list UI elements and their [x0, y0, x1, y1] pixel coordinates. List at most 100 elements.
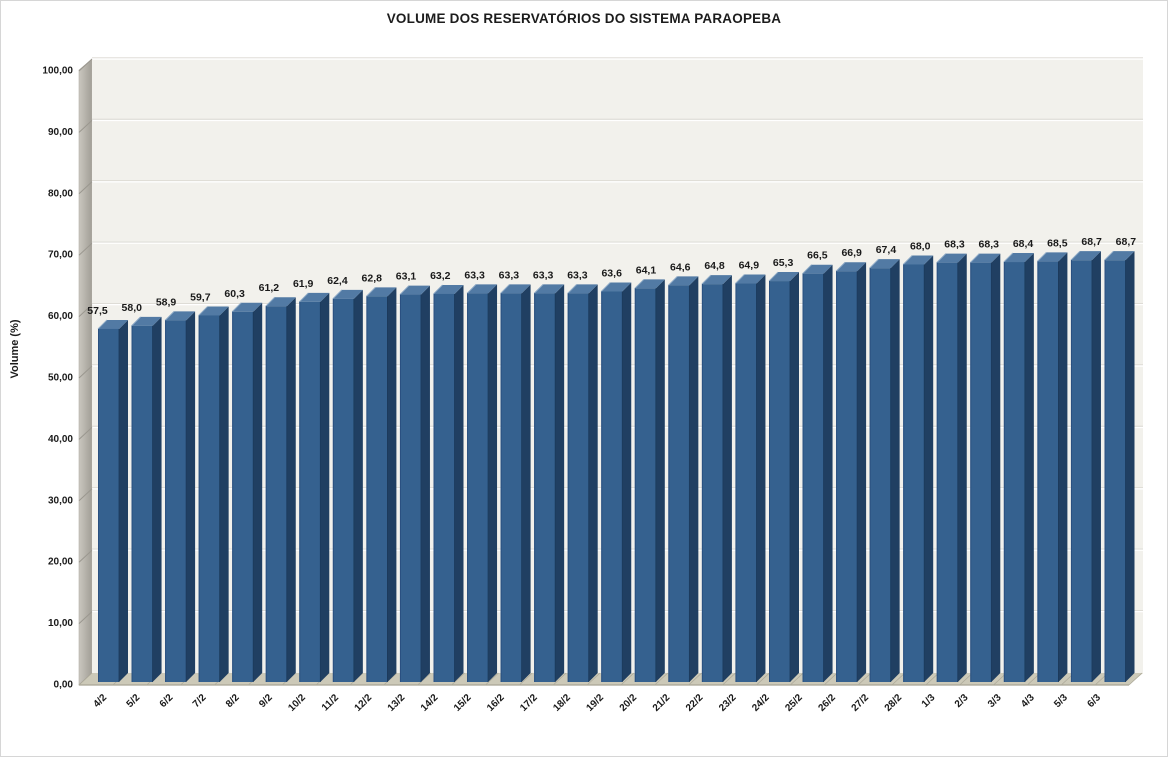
- bar-front-face: [668, 285, 690, 682]
- bar-front-face: [567, 293, 589, 682]
- bar-value-label: 63,3: [464, 269, 485, 281]
- bar-front-face: [802, 273, 824, 682]
- x-axis-tick: [925, 672, 940, 686]
- x-axis-tick: [722, 672, 736, 686]
- bar-side-face: [655, 279, 665, 682]
- bar-top-highlight: [835, 261, 846, 272]
- x-axis-tick-label: 11/2: [320, 692, 341, 713]
- bar-top-face: [131, 316, 162, 326]
- bar-top-face: [1104, 251, 1135, 261]
- bar: [164, 311, 196, 682]
- x-axis-tick-label: 1/3: [920, 692, 938, 710]
- bar-side-face: [756, 274, 766, 682]
- bar-side-face: [119, 319, 128, 682]
- bar-value-label: 63,1: [396, 271, 417, 283]
- bar: [500, 283, 531, 682]
- bar-front-face: [769, 281, 790, 682]
- bar-front-face: [299, 301, 321, 682]
- bar: [366, 287, 397, 682]
- bar-side-face: [1024, 253, 1034, 683]
- bar: [198, 306, 229, 682]
- bar-top-highlight: [366, 287, 376, 297]
- bar-value-label: 62,8: [362, 272, 383, 284]
- bar-front-face: [836, 271, 858, 682]
- x-axis-tick-label: 6/2: [158, 692, 176, 710]
- bar-top-highlight: [701, 274, 712, 285]
- x-axis-tick-label: 12/2: [353, 692, 375, 714]
- bar-value-label: 64,6: [670, 261, 691, 273]
- bar-top-face: [735, 274, 766, 284]
- bar-side-face: [152, 316, 162, 682]
- y-axis-tick: [78, 549, 93, 563]
- bar-value-label: 68,3: [979, 239, 1000, 251]
- bar: [567, 283, 598, 682]
- bar: [298, 292, 330, 682]
- bar-side-face: [454, 284, 464, 682]
- bar-value-label: 64,9: [739, 260, 760, 272]
- x-axis-tick-label: 2/3: [953, 692, 971, 710]
- bar-top-highlight: [936, 253, 947, 263]
- bar-front-face: [1037, 261, 1059, 682]
- bar-value-label: 68,7: [1116, 236, 1137, 248]
- x-axis-tick-label: 7/2: [191, 692, 209, 710]
- bar-side-face: [823, 264, 833, 682]
- bar-top-face: [500, 284, 531, 294]
- bar-side-face: [790, 272, 799, 682]
- bar-side-face: [991, 253, 1001, 682]
- bar-top-face: [198, 306, 229, 316]
- bar-value-label: 63,3: [533, 269, 554, 281]
- bar-value-label: 57,5: [87, 305, 108, 317]
- bar-value-label: 65,3: [773, 257, 794, 269]
- bar-side-face: [1058, 252, 1068, 682]
- bar: [265, 296, 296, 682]
- x-axis-tick: [620, 672, 635, 686]
- bar-value-label: 68,7: [1081, 236, 1102, 248]
- bar-side-face: [924, 255, 934, 683]
- x-axis-tick: [451, 672, 465, 686]
- x-axis-tick-label: 23/2: [717, 692, 739, 714]
- x-axis-tick-label: 5/2: [125, 692, 143, 710]
- x-axis-tick: [688, 672, 702, 686]
- bar-top-highlight: [1037, 252, 1047, 262]
- bar-side-face: [353, 289, 363, 682]
- x-axis-tick-label: 13/2: [386, 692, 408, 714]
- y-axis-tick-label: 0,00: [54, 680, 74, 691]
- y-axis-tick-label: 90,00: [48, 127, 73, 138]
- x-axis-tick-label: 21/2: [651, 692, 673, 714]
- y-axis-tick-label: 100,00: [42, 66, 73, 77]
- x-axis-tick-label: 20/2: [618, 692, 640, 714]
- bar-top-highlight: [131, 316, 141, 327]
- x-axis-tick-label: 3/3: [986, 692, 1004, 710]
- bar-value-label: 63,2: [430, 270, 451, 282]
- bar-front-face: [534, 293, 556, 682]
- bar: [634, 279, 665, 682]
- x-axis-tick-label: 15/2: [452, 692, 474, 714]
- bar-value-label: 66,9: [841, 247, 862, 259]
- y-axis-tick-label: 60,00: [48, 311, 73, 322]
- bar-front-face: [131, 325, 153, 682]
- bar: [902, 255, 934, 683]
- bar-front-face: [433, 293, 455, 682]
- bar-value-label: 61,2: [259, 282, 280, 294]
- bar-side-face: [320, 292, 330, 682]
- bar-top-face: [299, 292, 330, 302]
- bar-front-face: [936, 262, 958, 682]
- bar-top-highlight: [768, 271, 779, 282]
- y-axis-tick-label: 70,00: [48, 250, 73, 261]
- bar-top-face: [769, 272, 799, 282]
- x-axis-tick-label: 9/2: [257, 692, 275, 710]
- bar-top-highlight: [332, 289, 343, 300]
- bar-top-highlight: [265, 296, 276, 307]
- x-axis-tick-label: 4/3: [1019, 692, 1037, 710]
- bar-side-face: [957, 253, 967, 682]
- x-axis-tick: [891, 672, 906, 686]
- bar-value-label: 68,5: [1047, 237, 1068, 249]
- y-axis-tick: [78, 365, 93, 379]
- bar: [701, 274, 732, 682]
- bar-side-face: [555, 284, 565, 682]
- bar-top-highlight: [1070, 250, 1081, 261]
- bar-top-highlight: [634, 279, 645, 289]
- bar-top-highlight: [231, 302, 242, 313]
- x-axis-tick: [519, 672, 533, 686]
